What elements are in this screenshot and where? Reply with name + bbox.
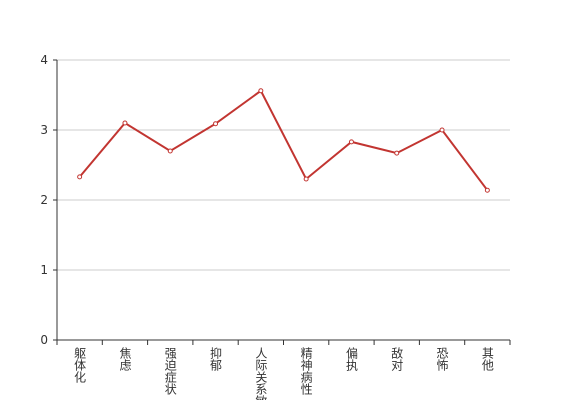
point: [484, 187, 490, 193]
x-tick-label: 强迫症状: [163, 347, 177, 395]
line: [78, 89, 489, 191]
point: [77, 174, 83, 180]
y-tick-label: 1: [40, 263, 48, 277]
y-tick-label: 0: [40, 333, 48, 347]
point: [213, 121, 219, 127]
y-tick-label: 4: [40, 53, 48, 67]
x-tick-label: 精神病性: [299, 347, 313, 396]
y-tick-label: 2: [40, 193, 48, 207]
x-tick-label: 抑郁: [209, 346, 223, 372]
x-tick-label: 焦虑: [118, 347, 132, 371]
x-tick-label: 其他: [480, 347, 494, 371]
x-tick-label: 敌对: [390, 346, 404, 371]
point: [303, 176, 309, 182]
point: [348, 139, 354, 145]
y-tick-label: 3: [40, 123, 48, 137]
x-tick-label: 偏执: [344, 346, 358, 372]
point: [258, 88, 264, 94]
x-tick-label: 躯体化: [73, 346, 87, 384]
x-tick-label: 人际关系敏感: [254, 347, 268, 400]
point: [122, 120, 128, 126]
point: [167, 148, 173, 154]
point: [439, 127, 445, 133]
x-tick-label: 恐怖: [435, 347, 449, 371]
point: [394, 150, 400, 156]
